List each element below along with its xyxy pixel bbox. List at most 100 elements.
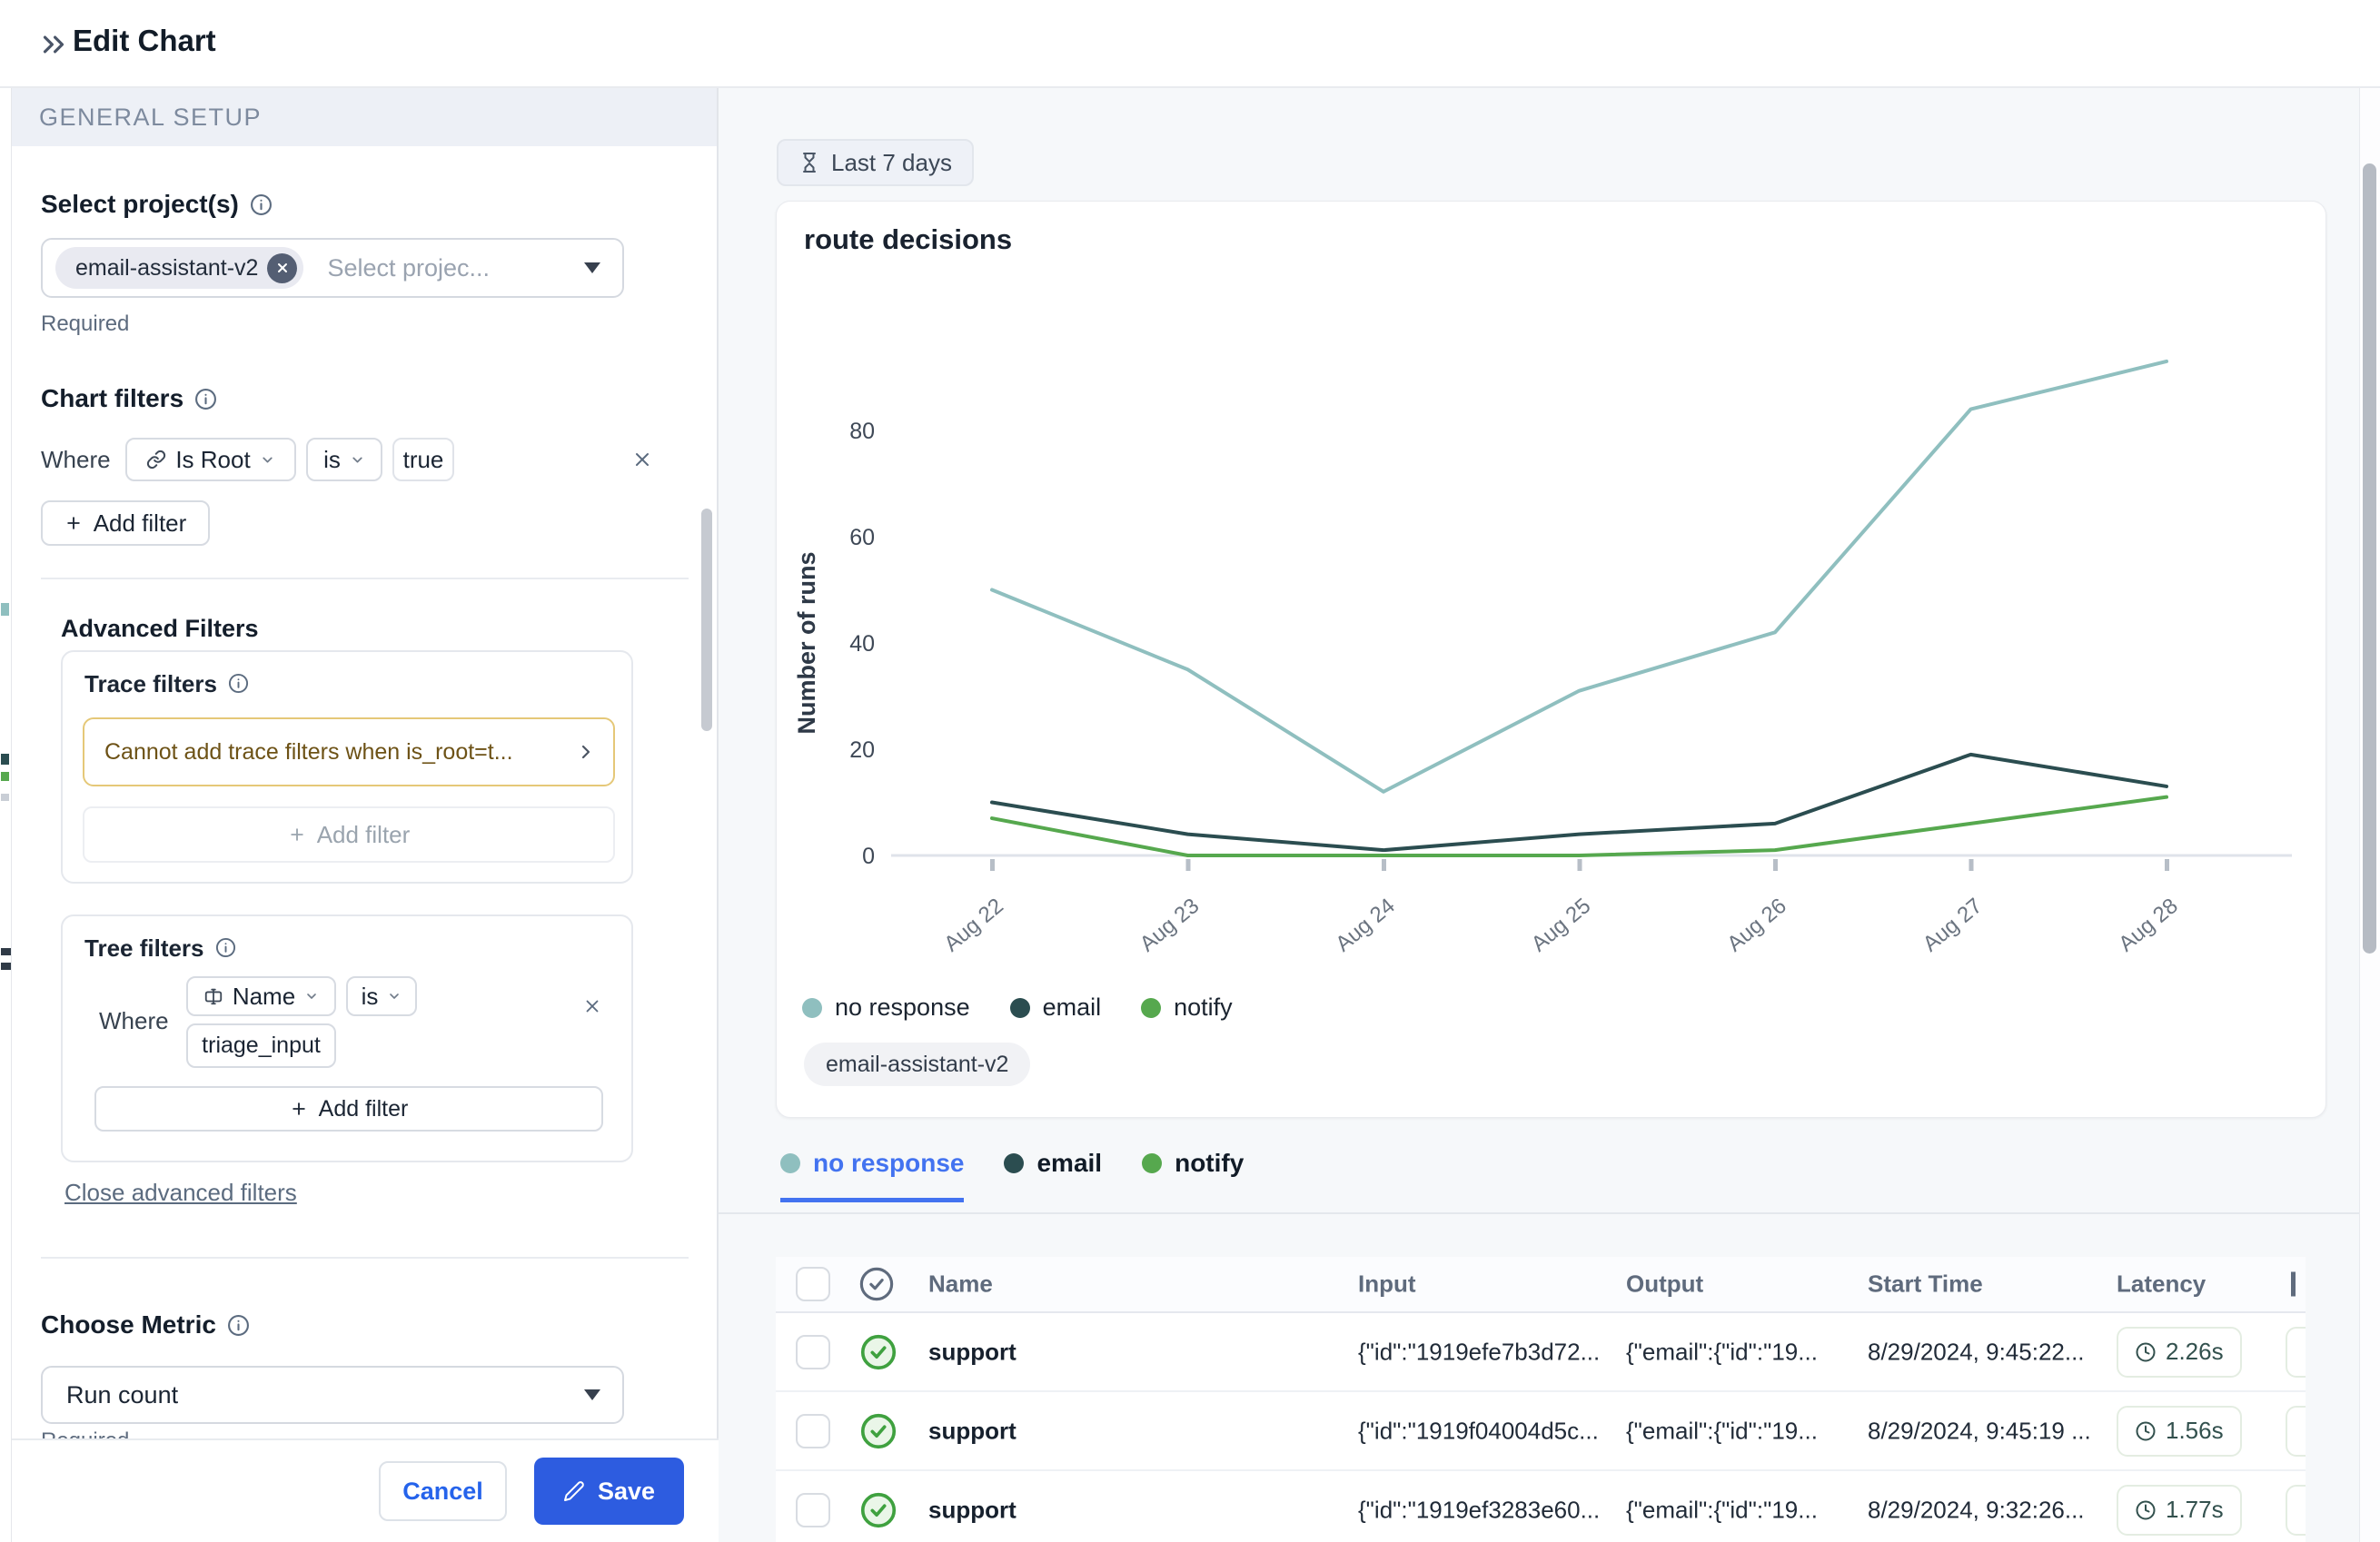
svg-text:Aug 26: Aug 26 — [1722, 894, 1791, 957]
legend-dot-no-response — [802, 997, 822, 1018]
run-output: {"email":{"id":"19... — [1626, 1417, 1818, 1444]
svg-text:80: 80 — [849, 419, 875, 444]
svg-text:40: 40 — [849, 631, 875, 657]
run-input: {"id":"1919efe7b3d72... — [1358, 1338, 1601, 1365]
trace-filters-warning[interactable]: Cannot add trace filters when is_root=t.… — [83, 717, 615, 786]
project-select[interactable]: email-assistant-v2 Select projec... — [41, 238, 624, 298]
info-icon[interactable] — [228, 673, 251, 696]
page-scrollbar[interactable] — [2359, 88, 2380, 1542]
tab-email[interactable]: email — [1004, 1149, 1102, 1202]
table-row[interactable]: support {"id":"1919ef3283e60... {"email"… — [776, 1471, 2306, 1542]
remove-filter-icon[interactable] — [631, 449, 653, 470]
chart-preview-panel: Last 7 days route decisions 0 20 40 60 80 Num… — [719, 88, 2359, 1542]
add-trace-filter-button-disabled: Add filter — [83, 806, 615, 863]
filter-field-select[interactable]: Is Root — [125, 438, 296, 481]
plus-icon — [290, 828, 303, 841]
row-checkbox[interactable] — [796, 1413, 830, 1448]
chevron-down-icon — [307, 993, 316, 999]
project-chip-label: email-assistant-v2 — [804, 1043, 1031, 1086]
tree-filter-value[interactable]: triage_input — [186, 1023, 336, 1068]
remove-tree-filter-icon[interactable] — [582, 996, 602, 1016]
tree-filters-card: Tree filters Where Name is triage_input … — [61, 914, 633, 1162]
cancel-button[interactable]: Cancel — [379, 1461, 507, 1521]
clipped-column-header — [2291, 1271, 2296, 1297]
table-row[interactable]: support {"id":"1919efe7b3d72... {"email"… — [776, 1313, 2306, 1392]
info-icon[interactable] — [227, 1314, 250, 1337]
info-icon[interactable] — [215, 937, 238, 960]
info-icon[interactable] — [250, 193, 273, 216]
legend-item: no response — [802, 993, 970, 1022]
latency-badge: 1.77s — [2117, 1484, 2242, 1536]
svg-text:Number of runs: Number of runs — [793, 551, 820, 734]
success-status-icon — [858, 1489, 899, 1531]
time-range-badge[interactable]: Last 7 days — [777, 139, 974, 186]
trace-filters-label: Trace filters — [84, 670, 251, 698]
tree-filters-label: Tree filters — [84, 934, 238, 963]
clipped-badge — [2286, 1326, 2306, 1378]
pencil-icon — [563, 1481, 584, 1501]
tab-dot-icon — [1142, 1153, 1163, 1173]
row-checkbox[interactable] — [796, 1492, 830, 1527]
tab-notify[interactable]: notify — [1142, 1149, 1244, 1202]
run-input: {"id":"1919f04004d5c... — [1358, 1417, 1599, 1444]
run-name: support — [928, 1417, 1016, 1444]
tree-filter-field-select[interactable]: Name — [186, 976, 336, 1016]
success-status-icon — [858, 1410, 899, 1452]
run-input: {"id":"1919ef3283e60... — [1358, 1496, 1601, 1523]
close-advanced-filters-link[interactable]: Close advanced filters — [64, 1179, 297, 1206]
clock-icon — [2136, 1500, 2156, 1519]
select-projects-label: Select project(s) — [41, 190, 273, 219]
chevron-down-icon — [263, 457, 273, 462]
underlay-fragment — [1, 963, 11, 970]
latency-badge: 1.56s — [2117, 1405, 2242, 1457]
page-scrollbar-thumb[interactable] — [2363, 163, 2376, 954]
table-row[interactable]: support {"id":"1919f04004d5c... {"email"… — [776, 1392, 2306, 1471]
run-start-time: 8/29/2024, 9:32:26... — [1868, 1496, 2085, 1523]
clipped-badge — [2286, 1405, 2306, 1457]
run-name: support — [928, 1496, 1016, 1523]
chart-title: route decisions — [804, 223, 1013, 255]
run-output: {"email":{"id":"19... — [1626, 1496, 1818, 1523]
add-chart-filter-button[interactable]: Add filter — [41, 500, 210, 546]
series-tabs: no response email notify — [780, 1149, 1244, 1202]
underlay-page-sliver — [0, 88, 12, 1542]
svg-text:Aug 23: Aug 23 — [1135, 894, 1205, 957]
hourglass-icon — [803, 153, 816, 173]
underlay-fragment — [1, 754, 9, 765]
select-all-checkbox[interactable] — [796, 1267, 830, 1301]
drawer-scrollbar-thumb[interactable] — [701, 509, 712, 731]
remove-project-icon[interactable] — [267, 252, 298, 283]
underlay-fragment — [1, 794, 9, 801]
clock-icon — [2136, 1342, 2156, 1361]
row-checkbox[interactable] — [796, 1334, 830, 1369]
divider — [41, 1257, 689, 1259]
filter-operator-select[interactable]: is — [306, 438, 382, 481]
collapse-panel-icon[interactable] — [36, 27, 71, 62]
legend-item: notify — [1141, 993, 1233, 1022]
save-button[interactable]: Save — [534, 1458, 684, 1525]
status-column-icon — [858, 1265, 896, 1303]
run-start-time: 8/29/2024, 9:45:22... — [1868, 1338, 2085, 1365]
clipped-badge — [2286, 1484, 2306, 1536]
table-header-row: Name Input Output Start Time Latency — [776, 1257, 2306, 1313]
tab-no-response[interactable]: no response — [780, 1149, 965, 1202]
run-name: support — [928, 1338, 1016, 1365]
tree-filter-operator-select[interactable]: is — [346, 976, 417, 1016]
divider — [41, 578, 689, 579]
plus-icon — [66, 517, 80, 529]
clipped-helper-text: Required — [41, 1428, 223, 1438]
column-header-output: Output — [1626, 1270, 1704, 1298]
info-icon[interactable] — [194, 388, 217, 410]
column-header-start-time: Start Time — [1868, 1270, 1983, 1298]
plus-icon — [292, 1102, 305, 1115]
section-general-setup: GENERAL SETUP — [12, 88, 717, 146]
where-label: Where — [99, 1007, 169, 1034]
svg-text:60: 60 — [849, 525, 875, 550]
metric-select[interactable]: Run count — [41, 1366, 624, 1424]
dropdown-caret-icon — [584, 262, 600, 273]
filter-value[interactable]: true — [392, 438, 454, 481]
tab-dot-icon — [1004, 1153, 1025, 1173]
trace-filters-card: Trace filters Cannot add trace filters w… — [61, 650, 633, 884]
add-tree-filter-button[interactable]: Add filter — [94, 1086, 603, 1132]
project-select-placeholder: Select projec... — [327, 253, 491, 282]
